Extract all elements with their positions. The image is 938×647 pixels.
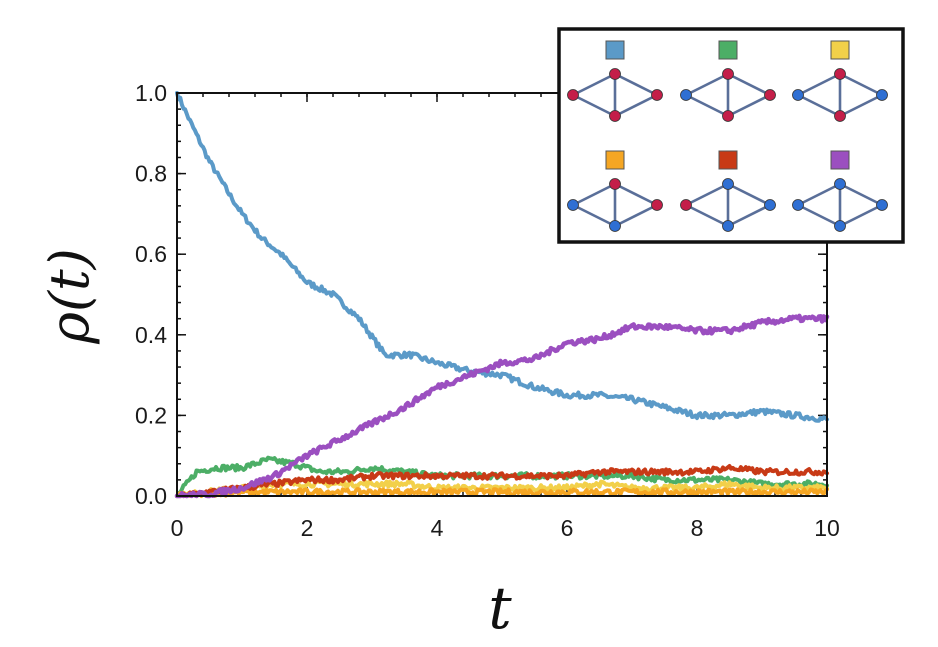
legend-network-node [764,89,776,101]
legend-swatch [605,150,625,170]
series-line [175,487,829,498]
legend-network-edge [727,182,771,207]
legend-network-edge [685,93,729,118]
legend-swatch [605,40,625,60]
legend-network-edge [572,203,616,228]
legend-network-node [567,199,579,211]
y-axis-label: ρ(t) [38,248,101,345]
legend-network-node [834,178,846,190]
legend-network-edge [614,182,658,207]
legend-network-node [792,89,804,101]
legend-network-edge [727,93,771,118]
legend-network-node [651,89,663,101]
legend-network-edge [839,72,883,97]
y-tick-label: 0.0 [135,483,167,509]
series-line [175,464,829,498]
legend-network-edge [727,72,771,97]
legend-network-node [792,199,804,211]
legend-network-node [609,68,621,80]
legend-network-node [876,199,888,211]
x-tick-label: 2 [301,515,314,541]
x-tick-label: 4 [431,515,444,541]
legend-swatch [830,40,850,60]
legend-network-edge [839,182,883,207]
legend-network-edge [797,203,841,228]
legend-network-edge [572,93,616,118]
y-tick-label: 0.2 [135,402,167,428]
legend-network-edge [614,93,658,118]
axes: 0 2 4 6 8 10 0.0 0.2 0.4 0.6 0.8 1.0 [135,80,840,541]
legend-network-node [834,110,846,122]
legend-network-node [876,89,888,101]
legend-network-node [609,178,621,190]
legend-swatch [830,150,850,170]
legend-network-node [722,178,734,190]
legend-network-node [567,89,579,101]
series-lines [174,91,830,499]
legend-network-node [764,199,776,211]
legend-network-edge [797,182,841,207]
legend-box [557,27,905,244]
legend-network-node [680,199,692,211]
legend-network-node [680,89,692,101]
legend-network-edge [685,72,729,97]
legend-swatch [718,150,738,170]
series-line [174,313,830,499]
legend-network-edge [572,182,616,207]
x-tick-label: 10 [814,515,840,541]
legend-network-edge [727,203,771,228]
legend-network-edge [685,203,729,228]
x-tick-label: 6 [561,515,574,541]
legend-network-node [609,220,621,232]
legend-network-edge [614,203,658,228]
legend-network-node [722,68,734,80]
legend-network-edge [572,72,616,97]
legend-network-node [834,220,846,232]
x-tick-label: 8 [691,515,704,541]
legend-network-edge [797,93,841,118]
y-tick-label: 0.8 [135,161,167,187]
legend-network-node [722,220,734,232]
legend-network-node [834,68,846,80]
legend-network-edge [797,72,841,97]
legend [557,27,905,244]
x-axis-label: t [488,574,512,642]
x-tick-label: 0 [171,515,184,541]
legend-network-node [651,199,663,211]
y-tick-label: 0.6 [135,241,167,267]
legend-network-edge [614,72,658,97]
legend-network-node [722,110,734,122]
series-line [175,91,829,423]
plot-frame [176,92,828,497]
legend-swatch [718,40,738,60]
y-tick-label: 1.0 [135,80,167,106]
legend-network-edge [839,93,883,118]
legend-network-edge [839,203,883,228]
y-tick-label: 0.4 [135,322,167,348]
legend-network-node [609,110,621,122]
legend-network-edge [685,182,729,207]
